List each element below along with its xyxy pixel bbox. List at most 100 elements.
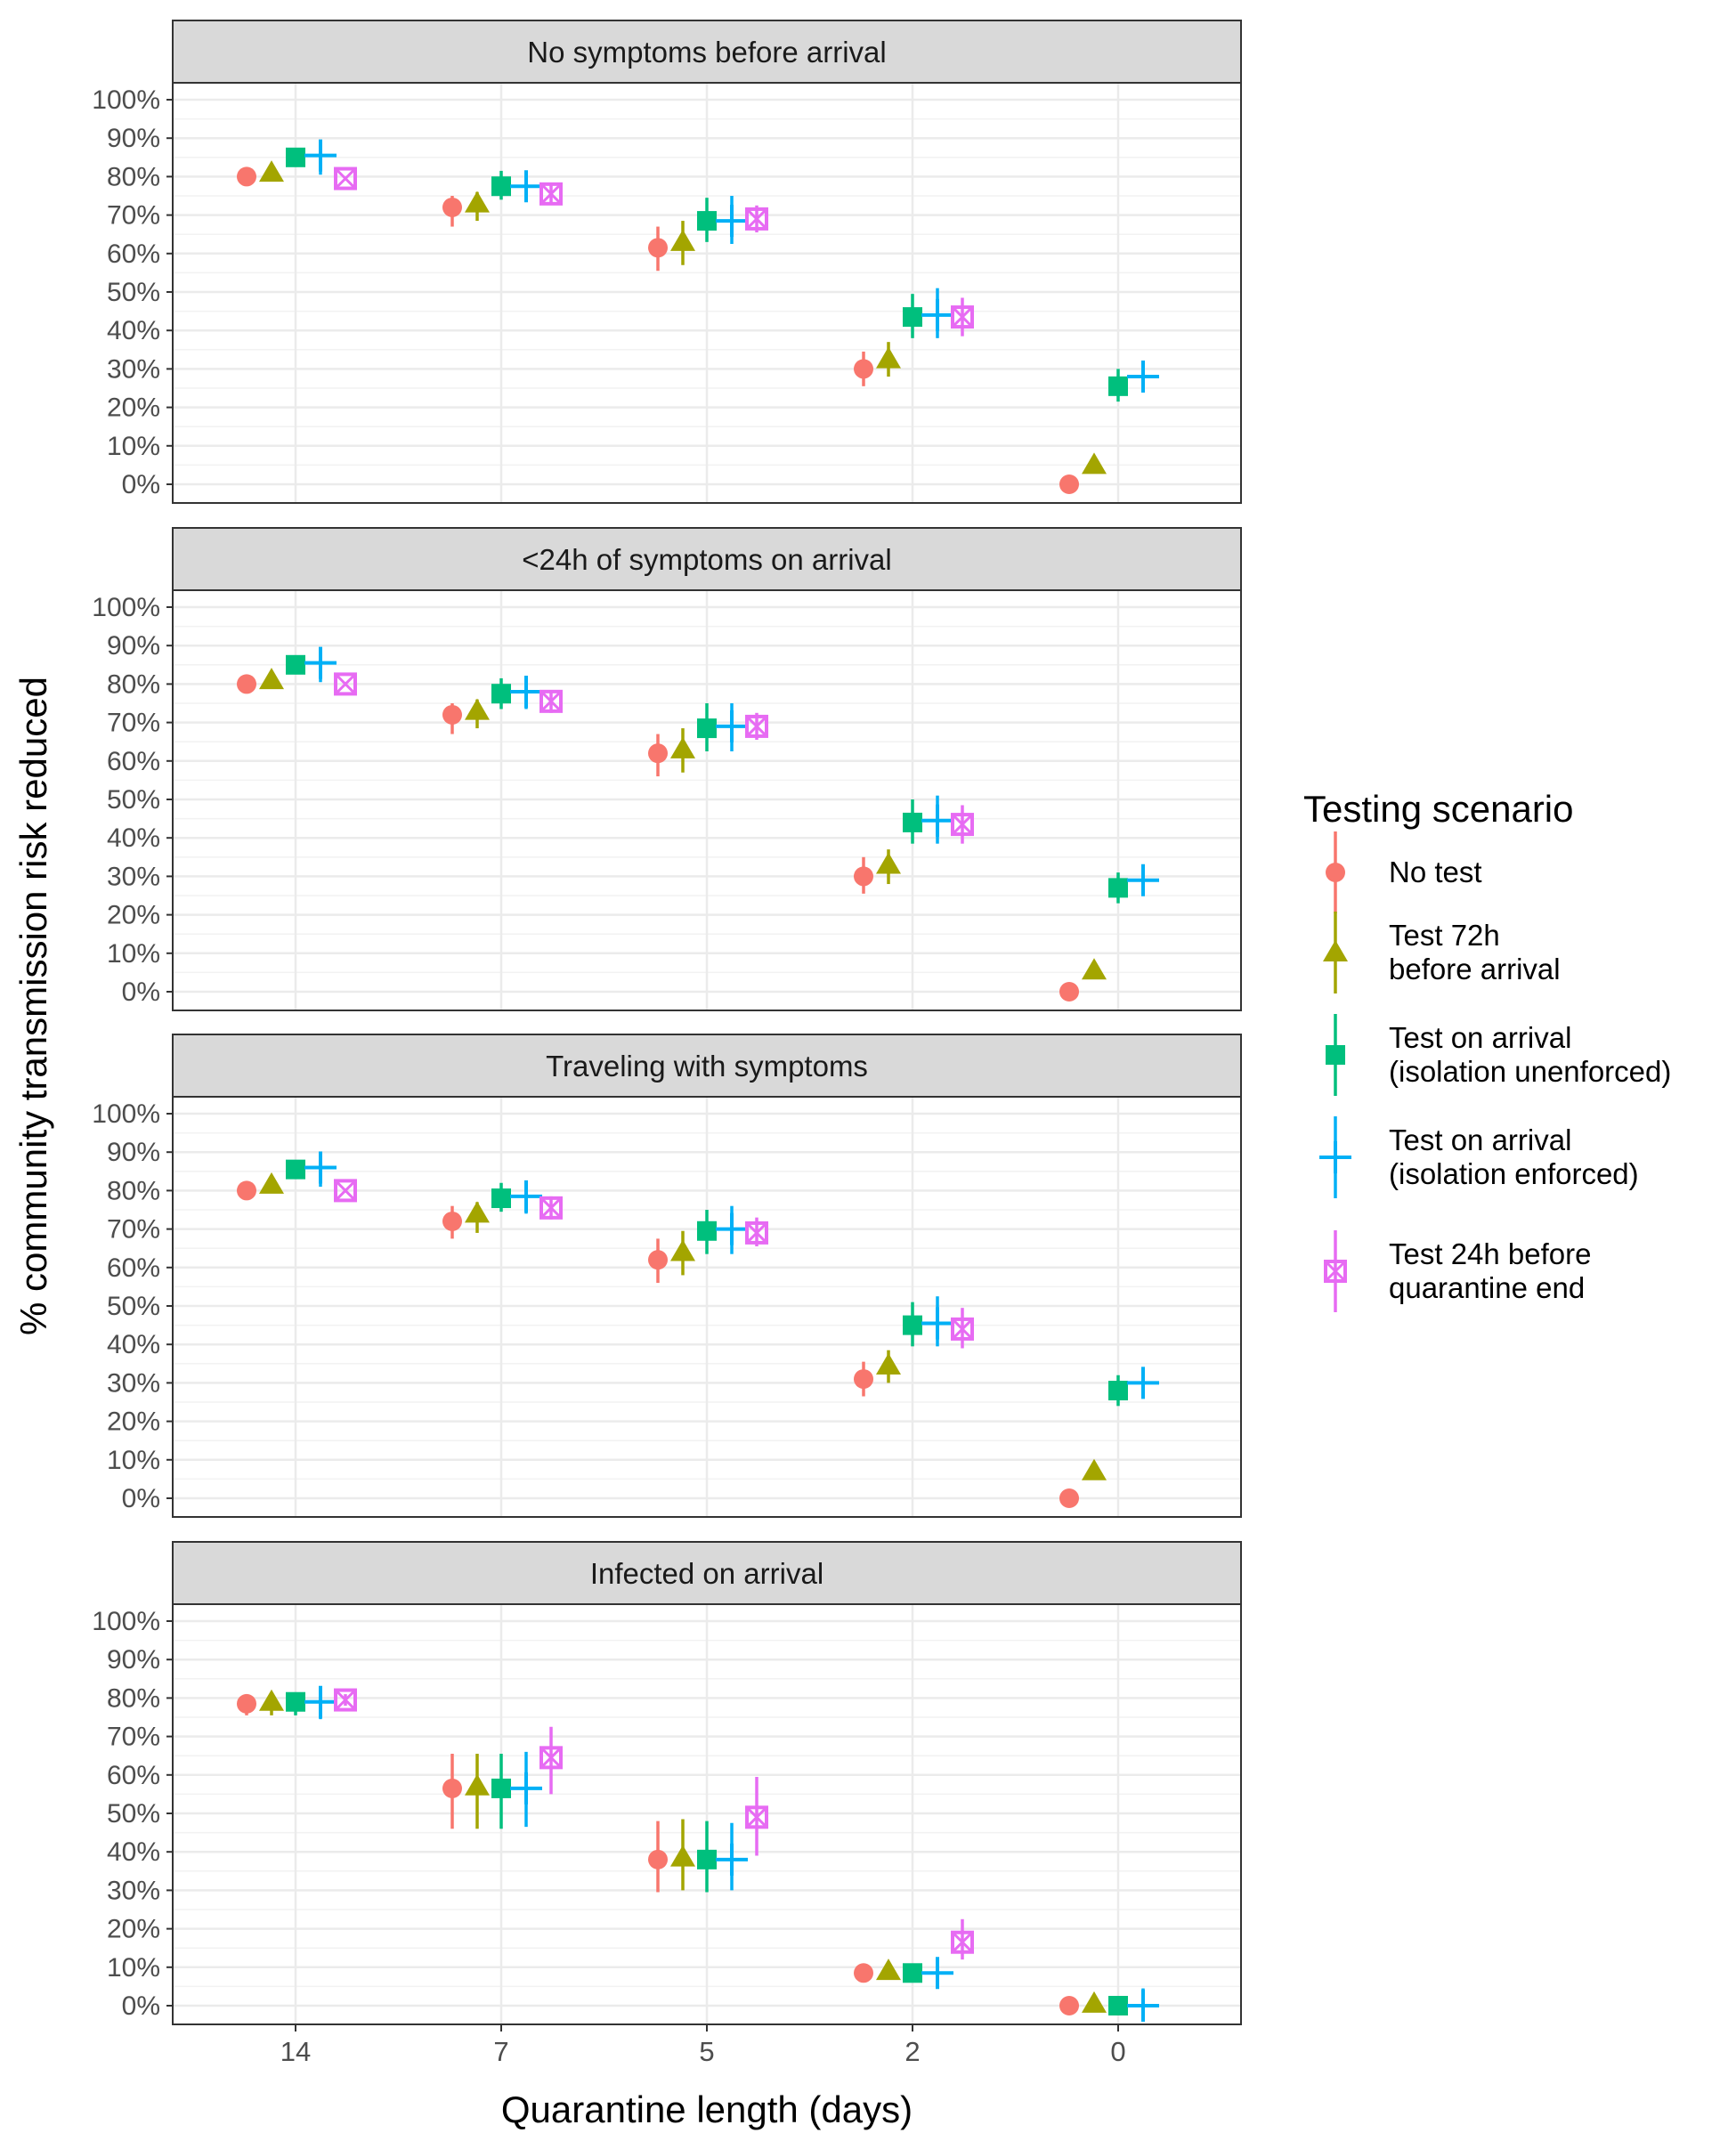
data-point xyxy=(442,704,462,725)
y-tick-label: 10% xyxy=(107,1446,160,1475)
y-tick-label: 50% xyxy=(107,1292,160,1321)
data-point xyxy=(1127,1367,1159,1399)
y-tick-label: 100% xyxy=(92,1099,160,1129)
legend-label: Test 24h before xyxy=(1389,1237,1592,1270)
legend-label: Test 72h xyxy=(1389,919,1500,952)
panel-border xyxy=(172,589,1242,1011)
data-point xyxy=(334,672,357,696)
y-tick-label: 80% xyxy=(107,669,160,699)
data-point xyxy=(304,646,337,679)
data-point xyxy=(670,736,695,758)
y-tick-label: 30% xyxy=(107,354,160,384)
data-point xyxy=(716,1212,748,1245)
panel-strip-title: Traveling with symptoms xyxy=(546,1050,868,1083)
data-point xyxy=(1082,958,1107,980)
data-point xyxy=(491,1778,511,1798)
y-tick-label: 40% xyxy=(107,316,160,345)
data-point xyxy=(491,684,511,704)
data-point xyxy=(539,182,563,206)
y-tick-label: 70% xyxy=(107,1723,160,1752)
y-tick-label: 20% xyxy=(107,901,160,930)
panel-strip-title: <24h of symptoms on arrival xyxy=(522,543,891,576)
data-point xyxy=(334,1179,357,1203)
legend-key-shape xyxy=(1326,1045,1345,1065)
y-tick-label: 20% xyxy=(107,393,160,423)
legend-key-shape xyxy=(1323,940,1348,961)
y-tick-label: 90% xyxy=(107,1645,160,1675)
data-point xyxy=(921,804,953,837)
y-tick-label: 30% xyxy=(107,1368,160,1398)
data-point xyxy=(510,170,542,203)
data-point xyxy=(697,1221,717,1241)
data-point xyxy=(1127,1990,1159,2022)
data-point xyxy=(286,1159,305,1180)
data-point xyxy=(510,1180,542,1212)
y-tick-label: 60% xyxy=(107,1253,160,1283)
panel-strip-title: Infected on arrival xyxy=(590,1557,823,1590)
y-tick-label: 10% xyxy=(107,432,160,461)
data-point xyxy=(1108,878,1128,898)
data-point xyxy=(1082,452,1107,474)
data-point xyxy=(716,1843,748,1876)
y-tick-label: 90% xyxy=(107,631,160,661)
y-tick-label: 70% xyxy=(107,709,160,738)
legend-label: No test xyxy=(1389,856,1482,888)
y-tick-label: 60% xyxy=(107,239,160,269)
data-point xyxy=(1127,864,1159,896)
y-tick-label: 0% xyxy=(122,470,160,499)
legend-label: Test on arrival xyxy=(1389,1021,1571,1054)
data-point xyxy=(442,1778,462,1798)
panel-strip xyxy=(172,1541,1242,1605)
x-tick-label: 14 xyxy=(280,2036,311,2067)
legend-entry-no_test: No test xyxy=(1326,831,1482,913)
y-tick-label: 40% xyxy=(107,1330,160,1359)
data-point xyxy=(854,1963,873,1983)
data-point xyxy=(951,813,974,837)
data-point xyxy=(304,1685,337,1718)
y-tick-label: 70% xyxy=(107,201,160,231)
legend-title: Testing scenario xyxy=(1303,788,1574,830)
panel-2: <24h of symptoms on arrival 0% 10% 20% 30% 40… xyxy=(92,527,1242,1011)
data-point xyxy=(442,1211,462,1231)
y-tick-label: 50% xyxy=(107,785,160,815)
data-point xyxy=(539,689,563,713)
y-tick-label: 30% xyxy=(107,862,160,891)
y-tick-label: 50% xyxy=(107,278,160,307)
panel-border xyxy=(172,1096,1242,1518)
legend-label: (isolation enforced) xyxy=(1389,1157,1639,1190)
data-point xyxy=(334,1688,357,1712)
y-tick-label: 70% xyxy=(107,1215,160,1245)
data-point xyxy=(286,147,305,167)
data-point xyxy=(876,1352,901,1375)
x-axis: 14 7 5 2 0 xyxy=(280,2024,1126,2067)
y-tick-label: 20% xyxy=(107,1915,160,1944)
y-tick-label: 60% xyxy=(107,747,160,776)
data-point xyxy=(716,710,748,742)
legend-key-shape xyxy=(1319,1141,1351,1173)
data-point xyxy=(648,1849,668,1869)
y-tick-label: 40% xyxy=(107,823,160,853)
data-point xyxy=(951,1930,974,1954)
data-point xyxy=(304,1151,337,1184)
data-point xyxy=(697,718,717,739)
y-tick-label: 90% xyxy=(107,1138,160,1167)
data-point xyxy=(465,1201,490,1223)
panel-strip xyxy=(172,20,1242,84)
panel-1: No symptoms before arrival 0% 10% 20% 30% 40%… xyxy=(92,20,1242,504)
data-point xyxy=(903,307,922,328)
legend-label: Test on arrival xyxy=(1389,1123,1571,1156)
y-tick-label: 90% xyxy=(107,124,160,153)
data-point xyxy=(1059,474,1079,494)
y-tick-label: 30% xyxy=(107,1876,160,1905)
data-point xyxy=(745,714,768,738)
data-point xyxy=(1082,1458,1107,1480)
data-point xyxy=(442,197,462,217)
panel-strip xyxy=(172,1034,1242,1098)
y-tick-label: 50% xyxy=(107,1799,160,1829)
x-axis-title: Quarantine length (days) xyxy=(501,2088,913,2130)
legend-entry-arrival_unenf: Test on arrival(isolation unenforced) xyxy=(1326,1014,1671,1096)
